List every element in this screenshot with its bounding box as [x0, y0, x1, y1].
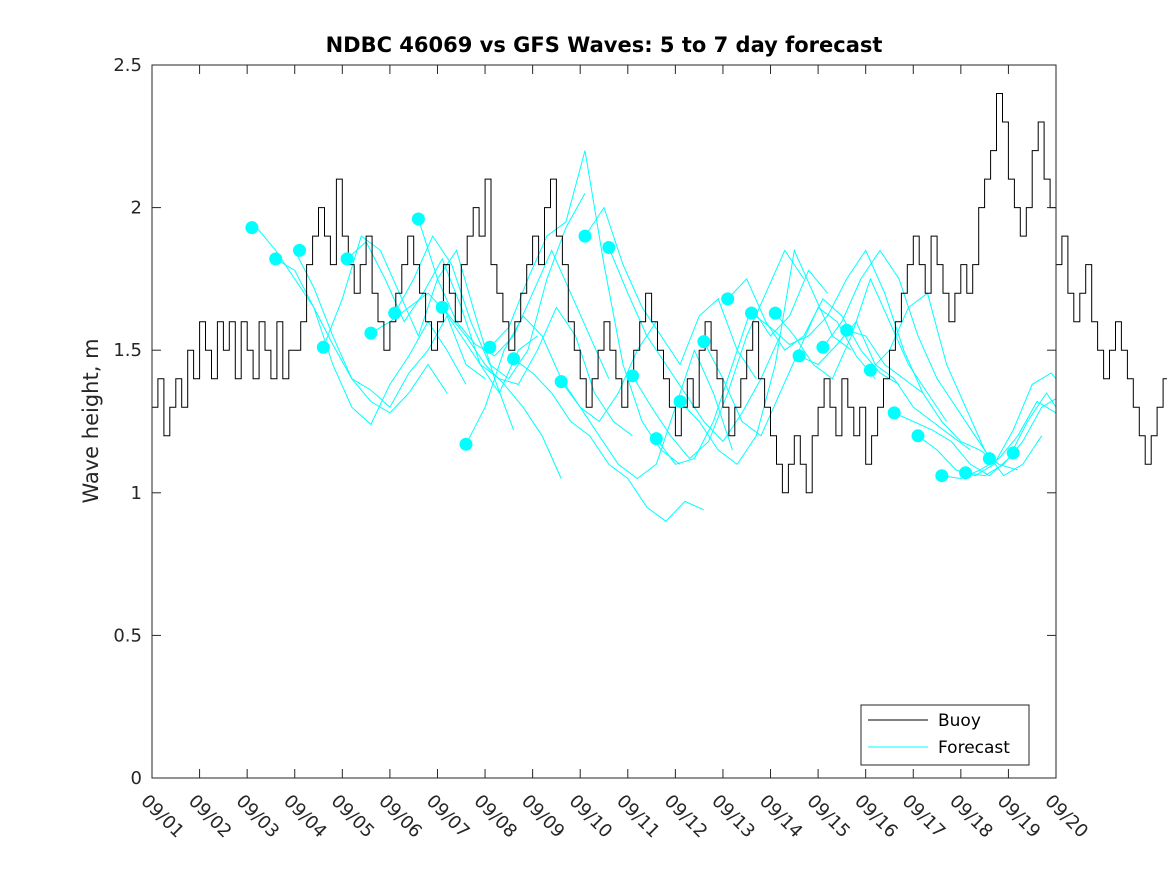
- forecast-marker: [840, 323, 854, 337]
- forecast-marker: [721, 292, 735, 306]
- chart-title: NDBC 46069 vs GFS Waves: 5 to 7 day fore…: [326, 33, 883, 57]
- forecast-run-14: [584, 206, 757, 379]
- forecast-run-3: [294, 250, 486, 408]
- forecast-marker: [649, 432, 663, 446]
- forecast-marker: [578, 229, 592, 243]
- legend-box: [860, 704, 1030, 766]
- forecast-marker: [293, 243, 306, 257]
- forecast-run-4: [322, 235, 515, 431]
- forecast-marker: [982, 452, 996, 466]
- forecast-marker: [388, 306, 402, 320]
- forecast-marker: [435, 300, 449, 314]
- forecast-marker: [340, 252, 354, 266]
- forecast-run-11: [489, 150, 681, 465]
- forecast-run-13: [560, 348, 733, 480]
- y-tick-label: 0: [131, 768, 142, 789]
- buoy-series: [152, 93, 1167, 494]
- legend-buoy-label: Buoy: [938, 711, 981, 731]
- legend: Buoy Forecast: [860, 704, 1030, 766]
- legend-forecast-label: Forecast: [938, 738, 1010, 758]
- forecast-run-8: [417, 218, 610, 379]
- forecast-run-20: [727, 278, 900, 385]
- y-axis-label: Wave height, m: [79, 338, 103, 503]
- forecast-run-5: [346, 240, 538, 395]
- forecast-marker: [768, 306, 782, 320]
- y-tick-label: 2.5: [113, 55, 142, 76]
- forecast-marker: [1006, 446, 1020, 460]
- forecast-marker: [411, 212, 425, 226]
- forecast-marker: [911, 429, 925, 443]
- forecast-marker: [483, 340, 497, 354]
- forecast-run-17: [655, 269, 828, 465]
- forecast-run-7: [394, 193, 586, 380]
- forecast-marker: [364, 326, 378, 340]
- forecast-marker: [935, 469, 949, 483]
- forecast-marker: [554, 375, 568, 389]
- forecast-run-21: [751, 249, 924, 394]
- forecast-marker: [816, 340, 830, 354]
- y-tick-label: 1: [131, 483, 142, 504]
- forecast-run-9: [441, 306, 633, 437]
- forecast-marker: [316, 340, 330, 354]
- forecast-run-29: [941, 400, 1057, 480]
- forecast-marker: [602, 241, 616, 254]
- forecast-marker: [792, 349, 806, 363]
- y-tick-label: 1.5: [113, 340, 142, 361]
- forecast-marker: [959, 466, 973, 480]
- axes-box: [151, 64, 1057, 779]
- forecast-run-22: [774, 277, 948, 422]
- buoy-line: [152, 93, 1167, 494]
- forecast-run-23: [798, 320, 971, 451]
- forecast-marker: [459, 437, 473, 451]
- forecast-run-2: [275, 258, 467, 426]
- forecast-markers: [245, 212, 1020, 483]
- forecast-run-12: [513, 358, 705, 522]
- forecast-marker: [697, 335, 711, 349]
- forecast-marker: [887, 406, 901, 420]
- forecast-marker: [863, 363, 877, 377]
- forecast-marker: [269, 252, 283, 266]
- forecast-run-16: [632, 249, 805, 460]
- forecast-marker: [673, 395, 687, 408]
- plot-area: [152, 65, 1056, 778]
- y-tick-label: 2: [131, 198, 142, 219]
- y-tick-label: 0.5: [113, 625, 142, 646]
- forecast-marker: [745, 306, 758, 320]
- forecast-marker: [626, 369, 639, 383]
- forecast-run-28: [917, 372, 1057, 477]
- forecast-run-18: [679, 248, 852, 466]
- forecast-marker: [245, 221, 259, 235]
- forecast-run-26: [870, 292, 1043, 477]
- forecast-marker: [507, 352, 521, 366]
- forecast-run-6: [370, 292, 562, 479]
- forecast-run-19: [703, 306, 876, 437]
